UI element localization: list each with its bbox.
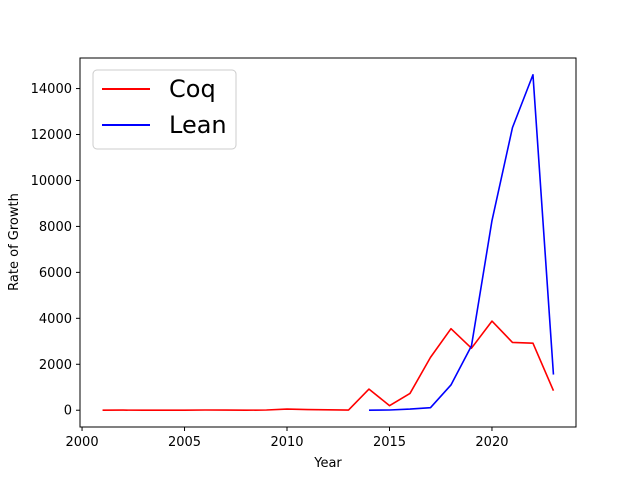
y-axis-label: Rate of Growth (7, 193, 22, 291)
y-tick-label: 12000 (31, 128, 72, 143)
legend-label-coq: Coq (169, 75, 216, 103)
y-tick-label: 8000 (39, 220, 72, 235)
y-tick-label: 6000 (39, 266, 72, 281)
x-tick-label: 2005 (168, 435, 201, 450)
plot-area-frame (79, 57, 577, 428)
x-axis: 2000 2005 2010 2015 2020 (66, 427, 509, 450)
y-tick-label: 0 (64, 404, 72, 419)
x-tick-label: 2015 (373, 435, 406, 450)
x-tick-label: 2020 (475, 435, 508, 450)
legend-label-lean: Lean (169, 111, 227, 139)
series-line-coq (102, 320, 555, 412)
y-tick-label: 10000 (31, 174, 72, 189)
y-tick-label: 2000 (39, 358, 72, 373)
x-tick-label: 2000 (66, 435, 99, 450)
y-tick-label: 4000 (39, 312, 72, 327)
series-line-lean (368, 73, 555, 412)
y-axis: 0 2000 4000 6000 8000 10000 12000 14000 (31, 82, 80, 419)
x-axis-label: Year (313, 456, 342, 471)
y-tick-label: 14000 (31, 82, 72, 97)
x-tick-label: 2010 (270, 435, 303, 450)
legend: Coq Lean (92, 69, 237, 150)
series-layer (102, 73, 555, 412)
